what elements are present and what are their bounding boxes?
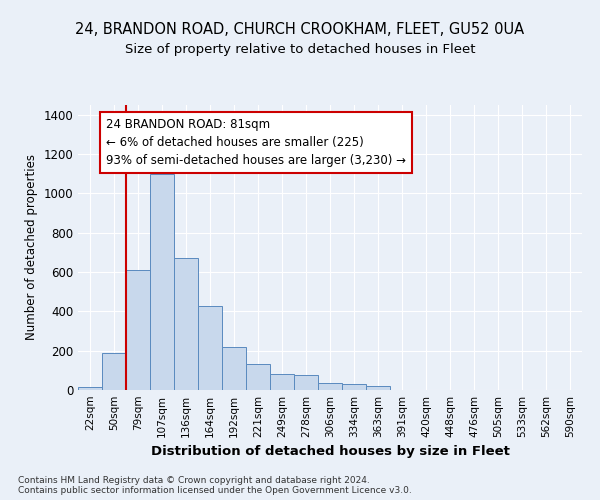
Y-axis label: Number of detached properties: Number of detached properties xyxy=(25,154,38,340)
Bar xyxy=(366,386,390,390)
Bar xyxy=(294,376,318,390)
Text: 24, BRANDON ROAD, CHURCH CROOKHAM, FLEET, GU52 0UA: 24, BRANDON ROAD, CHURCH CROOKHAM, FLEET… xyxy=(76,22,524,38)
Bar xyxy=(78,387,102,390)
Bar xyxy=(270,374,294,390)
Bar xyxy=(198,306,222,390)
Bar xyxy=(342,384,366,390)
Bar xyxy=(246,364,270,390)
Text: 24 BRANDON ROAD: 81sqm
← 6% of detached houses are smaller (225)
93% of semi-det: 24 BRANDON ROAD: 81sqm ← 6% of detached … xyxy=(106,118,406,167)
Text: Contains HM Land Registry data © Crown copyright and database right 2024.
Contai: Contains HM Land Registry data © Crown c… xyxy=(18,476,412,495)
Text: Size of property relative to detached houses in Fleet: Size of property relative to detached ho… xyxy=(125,42,475,56)
Bar xyxy=(102,352,126,390)
Bar xyxy=(174,258,198,390)
X-axis label: Distribution of detached houses by size in Fleet: Distribution of detached houses by size … xyxy=(151,446,509,458)
Bar xyxy=(150,174,174,390)
Bar xyxy=(318,383,342,390)
Bar xyxy=(222,347,246,390)
Bar xyxy=(126,270,150,390)
